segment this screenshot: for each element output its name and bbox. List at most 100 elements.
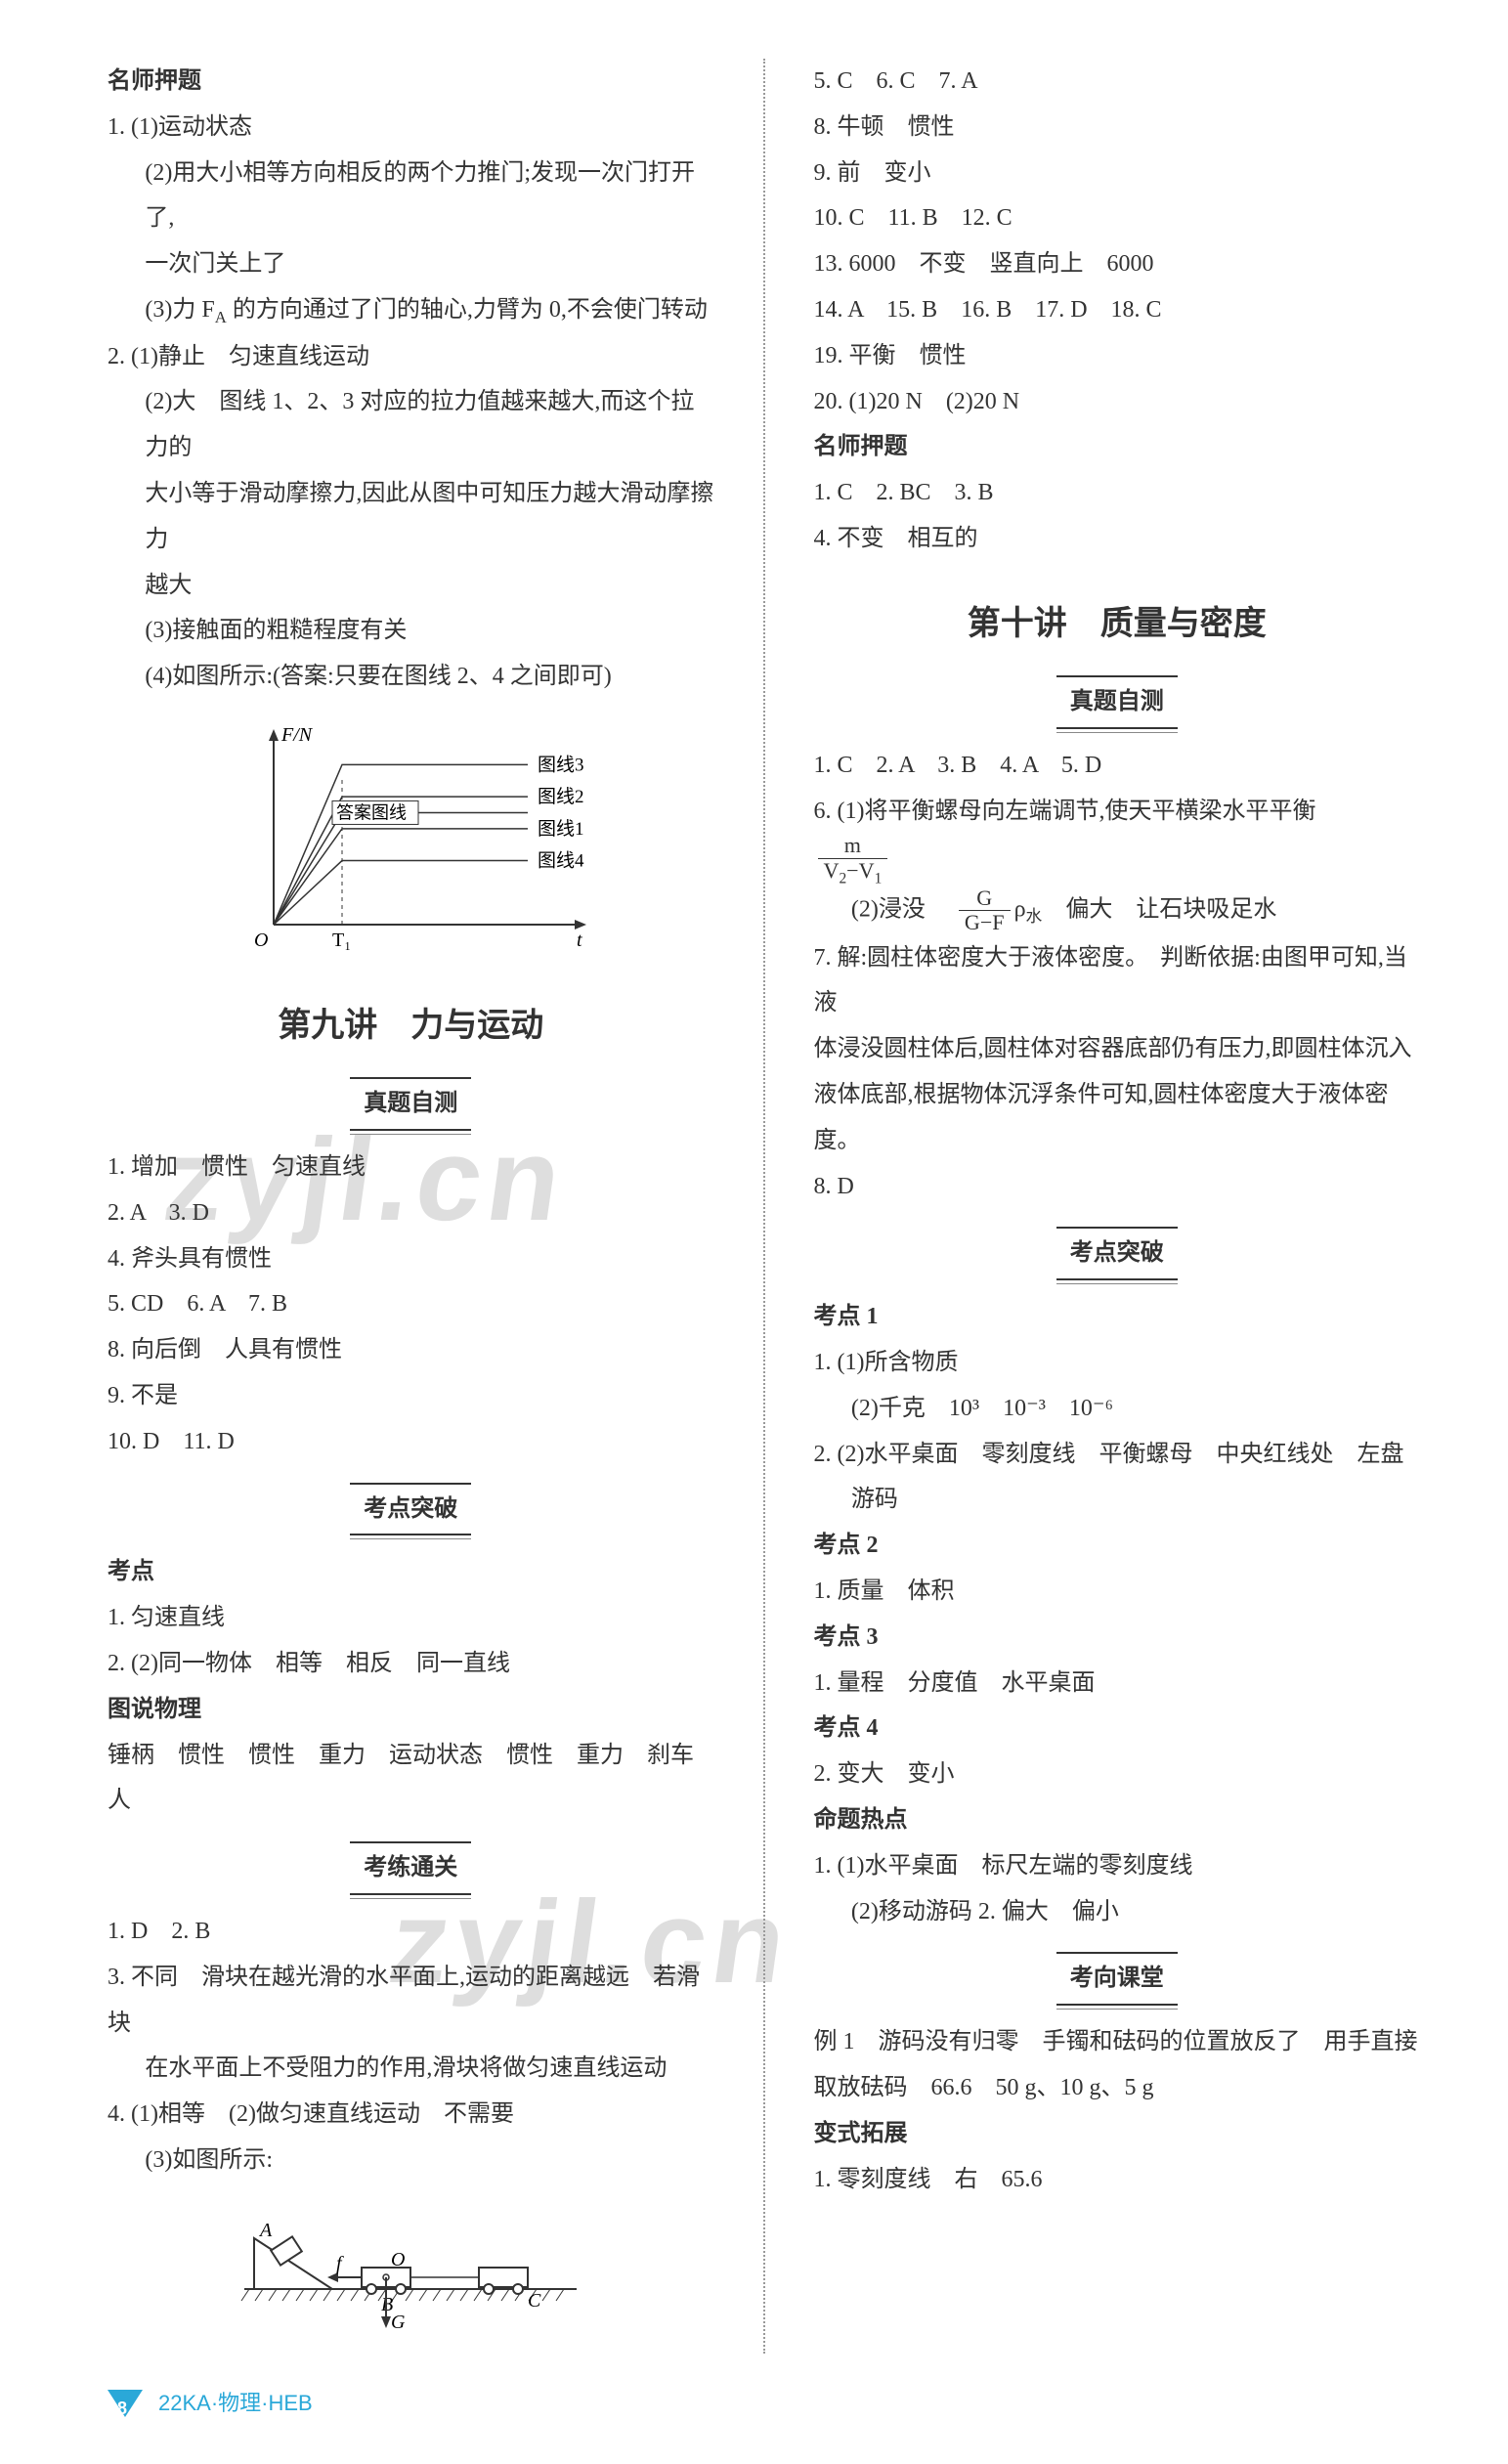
- text-line: 19. 平衡 惯性: [814, 333, 1421, 379]
- heading-kaodian: 考点: [108, 1549, 714, 1595]
- text: 偏大 让石块吸足水: [1042, 896, 1276, 922]
- text: ρ: [1014, 896, 1026, 922]
- text-line: 液体底部,根据物体沉浮条件可知,圆柱体密度大于液体密度。: [814, 1072, 1421, 1164]
- svg-text:图线3: 图线3: [538, 754, 584, 775]
- text-line: 3. 不同 滑块在越光滑的水平面上,运动的距离越远 若滑块: [108, 1955, 714, 2047]
- text-line: 13. 6000 不变 竖直向上 6000: [814, 241, 1421, 287]
- left-column: 名师押题 1. (1)运动状态 (2)用大小相等方向相反的两个力推门;发现一次门…: [108, 59, 734, 2354]
- force-time-chart: F/NtOT₁图线3图线2图线1图线4答案图线: [205, 710, 616, 964]
- svg-text:A: A: [258, 2220, 273, 2241]
- text-line: 1. 量程 分度值 水平桌面: [814, 1661, 1421, 1707]
- heading-kd2: 考点 2: [814, 1523, 1421, 1569]
- text-line: (2)浸没 G G−F ρ水 偏大 让石块吸足水: [814, 886, 1421, 935]
- text-line: 一次门关上了: [108, 241, 714, 287]
- subheading-zhenti: 真题自测: [108, 1077, 714, 1131]
- text: 的方向通过了门的轴心,力臂为 0,不会使门转动: [227, 297, 708, 323]
- text-line: 越大: [108, 563, 714, 609]
- text-line: 6. (1)将平衡螺母向左端调节,使天平横梁水平平衡 m V2−V1: [814, 789, 1421, 886]
- text-line: 在水平面上不受阻力的作用,滑块将做匀速直线运动: [108, 2046, 714, 2092]
- text-line: 1. 质量 体积: [814, 1569, 1421, 1615]
- svg-text:图线2: 图线2: [538, 786, 584, 807]
- text-line: 14. A 15. B 16. B 17. D 18. C: [814, 287, 1421, 333]
- section-10-title: 第十讲 质量与密度: [814, 591, 1421, 656]
- text-line: 1. D 2. B: [108, 1909, 714, 1955]
- heading-bianshi: 变式拓展: [814, 2111, 1421, 2157]
- text-line: (3)如图所示:: [108, 2138, 714, 2183]
- text-line: 2. (1)静止 匀速直线运动: [108, 334, 714, 380]
- text-line: 5. C 6. C 7. A: [814, 59, 1421, 105]
- svg-text:F/N: F/N: [280, 724, 314, 746]
- text-line: (2)千克 10³ 10⁻³ 10⁻⁶: [814, 1386, 1421, 1432]
- text: 6. (1)将平衡螺母向左端调节,使天平横梁水平平衡: [814, 799, 1340, 824]
- text-line: 1. 增加 惯性 匀速直线: [108, 1145, 714, 1190]
- subheading-kaodian: 考点突破: [814, 1227, 1421, 1280]
- text-line: 1. (1)所含物质: [814, 1340, 1421, 1386]
- text-line: 7. 解:圆柱体密度大于液体密度。 判断依据:由图甲可知,当液: [814, 935, 1421, 1027]
- text-line: 9. 不是: [108, 1373, 714, 1419]
- page-footer: 8 22KA·物理·HEB: [108, 2383, 1420, 2425]
- text-line: (2)大 图线 1、2、3 对应的拉力值越来越大,而这个拉力的: [108, 379, 714, 471]
- text-line: 大小等于滑动摩擦力,因此从图中可知压力越大滑动摩擦力: [108, 471, 714, 563]
- text-line: (3)力 FA 的方向通过了门的轴心,力臂为 0,不会使门转动: [108, 287, 714, 334]
- right-column: 5. C 6. C 7. A 8. 牛顿 惯性 9. 前 变小 10. C 11…: [795, 59, 1421, 2354]
- subheading-kaoxiang: 考向课堂: [814, 1952, 1421, 2006]
- two-column-layout: 名师押题 1. (1)运动状态 (2)用大小相等方向相反的两个力推门;发现一次门…: [108, 59, 1420, 2354]
- heading-mingti: 命题热点: [814, 1797, 1421, 1843]
- svg-text:O: O: [254, 929, 268, 951]
- text-line: 2. A 3. D: [108, 1190, 714, 1236]
- text-line: 8. 向后倒 人具有惯性: [108, 1327, 714, 1373]
- text: (3)力 F: [145, 297, 214, 323]
- subheading-kaolian: 考练通关: [108, 1841, 714, 1895]
- incline-diagram: AOCfBG: [235, 2191, 586, 2338]
- column-divider: [763, 59, 765, 2354]
- text-line: 2. 变大 变小: [814, 1751, 1421, 1797]
- text-line: (4)如图所示:(答案:只要在图线 2、4 之间即可): [108, 654, 714, 700]
- text-line: 8. 牛顿 惯性: [814, 105, 1421, 151]
- text-line: 取放砝码 66.6 50 g、10 g、5 g: [814, 2065, 1421, 2111]
- text-line: (2)移动游码 2. 偏大 偏小: [814, 1889, 1421, 1935]
- heading-tushuo: 图说物理: [108, 1687, 714, 1733]
- text-line: 10. C 11. B 12. C: [814, 195, 1421, 241]
- text-line: 1. 匀速直线: [108, 1595, 714, 1641]
- text-line: 1. (1)运动状态: [108, 105, 714, 151]
- heading-mingshi: 名师押题: [108, 59, 714, 105]
- fraction: m V2−V1: [818, 834, 888, 886]
- subheading-zhenti: 真题自测: [814, 675, 1421, 729]
- svg-text:t: t: [577, 929, 582, 951]
- page-number: 8: [117, 2392, 127, 2426]
- subscript: 水: [1026, 907, 1043, 926]
- text-line: (3)接触面的粗糙程度有关: [108, 608, 714, 654]
- text-line: 1. C 2. A 3. B 4. A 5. D: [814, 743, 1421, 789]
- text-line: 5. CD 6. A 7. B: [108, 1281, 714, 1327]
- text-line: 4. 不变 相互的: [814, 516, 1421, 562]
- heading-mingshi: 名师押题: [814, 424, 1421, 470]
- svg-text:图线1: 图线1: [538, 818, 584, 840]
- heading-kd4: 考点 4: [814, 1706, 1421, 1751]
- text-line: 4. 斧头具有惯性: [108, 1236, 714, 1282]
- text-line: 2. (2)水平桌面 零刻度线 平衡螺母 中央红线处 左盘: [814, 1432, 1421, 1478]
- text-line: 8. D: [814, 1164, 1421, 1210]
- subscript: A: [215, 308, 227, 326]
- svg-text:答案图线: 答案图线: [336, 802, 407, 822]
- text: (2)浸没: [851, 896, 949, 922]
- subheading-kaodian: 考点突破: [108, 1483, 714, 1536]
- text-line: 2. (2)同一物体 相等 相反 同一直线: [108, 1641, 714, 1687]
- page-flag-icon: 8: [108, 2390, 143, 2417]
- text-line: 体浸没圆柱体后,圆柱体对容器底部仍有压力,即圆柱体沉入: [814, 1026, 1421, 1072]
- text-line: 9. 前 变小: [814, 151, 1421, 196]
- svg-text:T₁: T₁: [332, 929, 351, 951]
- text-line: (2)用大小相等方向相反的两个力推门;发现一次门打开了,: [108, 151, 714, 242]
- text-line: 1. (1)水平桌面 标尺左端的零刻度线: [814, 1843, 1421, 1889]
- text-line: 例 1 游码没有归零 手镯和砝码的位置放反了 用手直接: [814, 2019, 1421, 2065]
- text-line: 锤柄 惯性 惯性 重力 运动状态 惯性 重力 刹车 人: [108, 1733, 714, 1825]
- heading-kd3: 考点 3: [814, 1615, 1421, 1661]
- section-9-title: 第九讲 力与运动: [108, 993, 714, 1058]
- svg-text:G: G: [391, 2312, 406, 2333]
- text-line: 1. 零刻度线 右 65.6: [814, 2157, 1421, 2203]
- text-line: 游码: [814, 1477, 1421, 1523]
- svg-text:f: f: [336, 2253, 344, 2274]
- text-line: 4. (1)相等 (2)做匀速直线运动 不需要: [108, 2092, 714, 2138]
- text-line: 1. C 2. BC 3. B: [814, 470, 1421, 516]
- text-line: 10. D 11. D: [108, 1419, 714, 1465]
- text-line: 20. (1)20 N (2)20 N: [814, 379, 1421, 425]
